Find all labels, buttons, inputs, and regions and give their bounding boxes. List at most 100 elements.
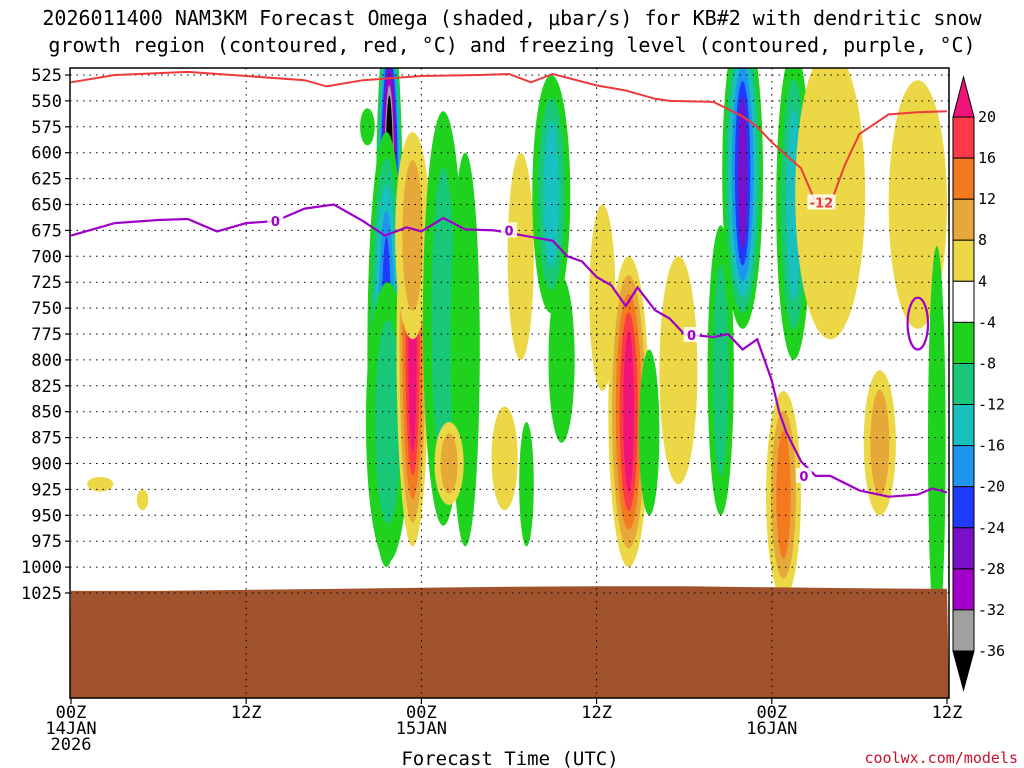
colorbar: 20 16 12 8 4 -4 -8 -12 -16 -20 -24 -28 -32 -36 — [952, 75, 1005, 692]
colorbar-band-8 — [952, 445, 975, 488]
omega-cell-21-level-1 — [870, 389, 890, 496]
freezing-label-4-bg — [795, 467, 812, 483]
omega-cell-14-level-4 — [623, 331, 634, 493]
y-tick-label-625: 625 — [31, 170, 62, 190]
dgz-label-bg — [807, 194, 836, 210]
y-tick-label-700: 700 — [31, 247, 62, 267]
y-tick-label-900: 900 — [31, 455, 62, 475]
x-tick-label-48-0: 00Z — [756, 703, 787, 723]
x-tick-label-60-0: 12Z — [932, 703, 963, 723]
colorbar-label-0: 20 — [978, 108, 996, 126]
colorbar-band-10 — [952, 527, 975, 570]
terrain-polygon — [70, 586, 949, 698]
y-tick-label-550: 550 — [31, 92, 62, 112]
x-tick-label-48-1: 16JAN — [746, 719, 797, 739]
y-tick-label-850: 850 — [31, 403, 62, 423]
freezing-label-3-bg — [683, 327, 700, 342]
x-axis-title: Forecast Time (UTC) — [401, 748, 618, 768]
omega-cell-25-level-0 — [87, 476, 114, 492]
colorbar-label-2: 12 — [978, 190, 996, 208]
omega-cell-16-level-0 — [659, 256, 698, 485]
colorbar-band-5 — [952, 321, 975, 364]
omega-shading — [87, 68, 947, 640]
colorbar-label-1: 16 — [978, 149, 996, 167]
colorbar-bottom-triangle — [952, 650, 975, 692]
y-tick-label-750: 750 — [31, 299, 62, 319]
colorbar-band-11 — [952, 568, 975, 611]
colorbar-label-7: -12 — [978, 396, 1005, 414]
y-tick-label-775: 775 — [31, 325, 62, 345]
y-tick-label-925: 925 — [31, 480, 62, 500]
plot-frame — [69, 67, 950, 699]
colorbar-label-8: -16 — [978, 437, 1005, 455]
omega-cell-15-level-0 — [639, 349, 660, 516]
omega-cell-24-level-0 — [928, 245, 946, 640]
colorbar-label-6: -8 — [978, 355, 996, 373]
freezing-label-4: 0 — [799, 470, 808, 485]
x-tick-label-12-0: 12Z — [231, 703, 262, 723]
colorbar-band-6 — [952, 363, 975, 406]
colorbar-label-11: -28 — [978, 560, 1005, 578]
freezing-label-2-bg — [501, 222, 517, 238]
omega-cell-27-level-0 — [360, 108, 375, 146]
omega-cell-23-level-0 — [888, 80, 947, 329]
x-tick-label-36-0: 12Z — [581, 703, 612, 723]
y-tick-label-975: 975 — [31, 532, 62, 552]
omega-cell-18-level-1 — [713, 264, 729, 477]
omega-cell-13-level-0 — [589, 204, 616, 391]
colorbar-band-9 — [952, 486, 975, 529]
x-tick-label-0-2: 2026 — [51, 735, 92, 755]
dgz-contour-line — [70, 70, 948, 206]
omega-cell-20-level-2 — [776, 430, 791, 559]
y-tick-label-875: 875 — [31, 429, 62, 449]
credit-text: coolwx.com/models — [864, 749, 1018, 767]
freezing-contour-line — [70, 203, 948, 498]
omega-cell-26-level-0 — [136, 489, 149, 511]
omega-cell-5-level-1 — [431, 167, 456, 470]
y-tick-label-1000: 1000 — [21, 558, 62, 578]
freezing-label-3: 0 — [687, 329, 696, 344]
title-line-1: 2026011400 NAM3KM Forecast Omega (shaded… — [42, 6, 982, 30]
omega-cell-2-level-1 — [375, 320, 401, 525]
colorbar-band-1 — [952, 157, 975, 200]
colorbar-top-triangle — [952, 75, 975, 118]
colorbar-label-13: -36 — [978, 642, 1005, 660]
colorbar-label-10: -24 — [978, 519, 1005, 537]
omega-cell-7-level-1 — [440, 433, 458, 494]
x-tick-label-24-0: 00Z — [406, 703, 437, 723]
colorbar-band-0 — [952, 116, 975, 159]
colorbar-label-12: -32 — [978, 601, 1005, 619]
colorbar-label-3: 8 — [978, 231, 987, 249]
colorbar-band-3 — [952, 239, 975, 282]
y-axis: 525 550 575 600 625 650 675 700 725 750 775 800 825 8… — [21, 66, 70, 604]
x-tick-label-0-0: 00Z — [56, 703, 87, 723]
omega-cell-22-level-0 — [795, 68, 866, 340]
y-tick-label-575: 575 — [31, 118, 62, 138]
freezing-contour-ring — [906, 296, 930, 351]
y-tick-label-825: 825 — [31, 377, 62, 397]
omega-cell-17-level-5 — [738, 96, 748, 250]
omega-cell-4-level-1 — [402, 160, 423, 312]
omega-cell-8-level-0 — [507, 152, 534, 360]
freezing-label-1: 0 — [271, 215, 280, 230]
y-tick-label-600: 600 — [31, 144, 62, 164]
colorbar-label-5: -4 — [978, 313, 996, 331]
dgz-label: -12 — [810, 196, 834, 211]
colorbar-band-4 — [952, 280, 975, 323]
colorbar-band-12 — [952, 609, 975, 652]
contours — [70, 70, 948, 498]
colorbar-band-2 — [952, 198, 975, 241]
contour-labels: 0 0 0 0 -12 — [267, 194, 836, 485]
omega-cell-11-level-2 — [543, 120, 560, 268]
y-tick-label-650: 650 — [31, 196, 62, 216]
y-tick-label-675: 675 — [31, 221, 62, 241]
y-tick-label-800: 800 — [31, 351, 62, 371]
chart-title: 2026011400 NAM3KM Forecast Omega (shaded… — [42, 6, 982, 57]
colorbar-band-7 — [952, 404, 975, 447]
x-tick-label-0-1: 14JAN — [45, 719, 96, 739]
terrain-fill — [70, 586, 949, 698]
x-tick-label-24-1: 15JAN — [396, 719, 447, 739]
omega-cell-12-level-0 — [548, 277, 575, 443]
